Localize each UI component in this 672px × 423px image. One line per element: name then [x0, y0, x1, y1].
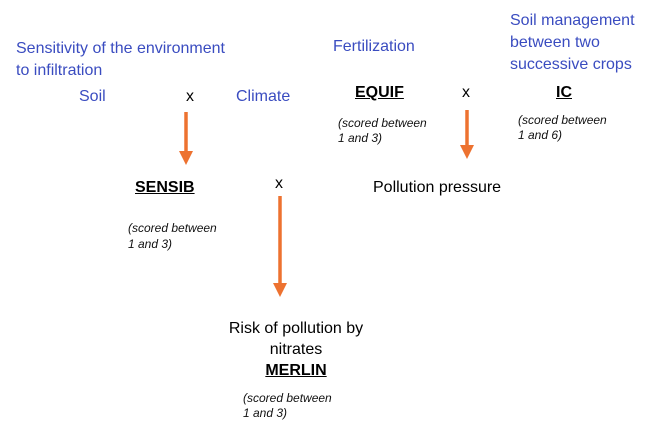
score-note: (scored between [128, 221, 217, 235]
label: between two [510, 34, 600, 51]
operator: x [462, 84, 470, 101]
operator: x [186, 88, 194, 105]
index-label: EQUIF [355, 84, 404, 101]
label: Pollution pressure [373, 179, 502, 196]
label: successive crops [510, 56, 632, 73]
index-label: IC [556, 84, 572, 101]
index-label: SENSIB [135, 179, 195, 196]
label: Climate [236, 88, 291, 105]
label: Risk of pollution by [228, 320, 364, 337]
label: Sensitivity of the environment [16, 40, 225, 57]
label: to infiltration [16, 62, 103, 79]
score-note: 1 and 3) [128, 237, 173, 251]
score-note: (scored between [338, 116, 427, 130]
label: Soil management [510, 12, 635, 29]
score-note: (scored between [518, 113, 607, 127]
label: nitrates [269, 341, 323, 358]
label: Fertilization [333, 38, 415, 55]
score-note: 1 and 3) [338, 131, 383, 145]
label: Soil [79, 88, 106, 105]
operator: x [275, 175, 283, 192]
score-note: 1 and 6) [518, 128, 563, 142]
index-label: MERLIN [265, 362, 327, 379]
score-note: (scored between [243, 391, 332, 405]
score-note: 1 and 3) [243, 406, 288, 420]
